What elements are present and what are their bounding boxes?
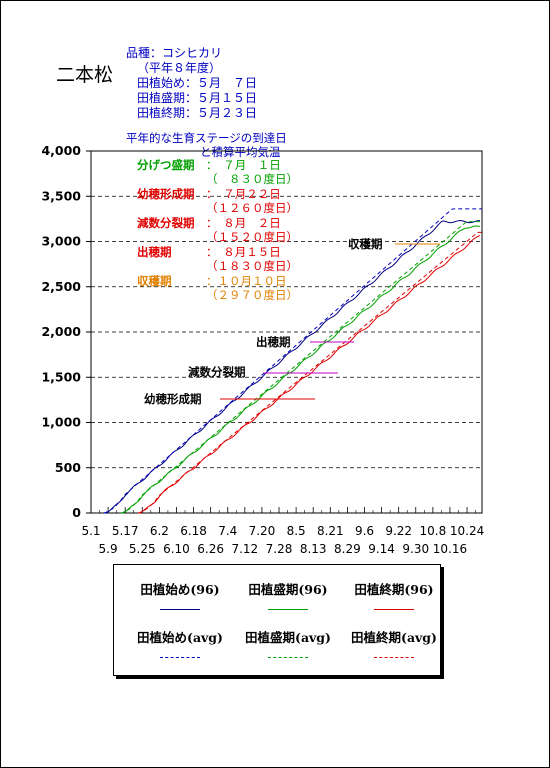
- stage-degree-days: （１５２０度日）: [206, 230, 298, 244]
- series-line: [103, 208, 482, 514]
- y-tick-label: 2,500: [41, 279, 81, 294]
- x-tick-label: 8.5: [287, 524, 306, 538]
- legend-label: 田植終期(avg): [351, 630, 437, 645]
- y-tick-label: 3,500: [41, 188, 81, 203]
- stage-degree-days: （ ８３０度日）: [206, 172, 298, 186]
- legend-label: 田植終期(96): [354, 582, 434, 597]
- x-tick-label: 7.28: [266, 542, 293, 556]
- x-tick-label: 8.29: [334, 542, 361, 556]
- x-tick-label: 7.4: [218, 524, 237, 538]
- y-tick-label: 500: [55, 460, 81, 475]
- y-tick-label: 3,000: [41, 234, 81, 249]
- stage-name: 減数分裂期: [137, 216, 195, 230]
- legend-swatch: [160, 609, 200, 610]
- legend-swatch: [374, 609, 414, 610]
- x-tick-label: 9.14: [368, 542, 395, 556]
- legend-swatch: [268, 609, 308, 610]
- x-tick-label: 5.9: [99, 542, 118, 556]
- stage-degree-days: （２９７０度日）: [206, 288, 298, 302]
- planting-peak-label: 田植盛期：５月１５日: [137, 91, 258, 105]
- legend-label: 田植始め(96): [140, 582, 220, 597]
- growth-chart: 0 500 1,000 1,500 2,000 2,500 3,000 3,500 4,000 5…: [41, 143, 484, 556]
- stage-degree-days: （１２６０度日）: [206, 201, 298, 215]
- series-line: [137, 231, 482, 514]
- x-tick-label: 6.2: [150, 524, 169, 538]
- stage-date: ： ８月 ２日: [206, 216, 281, 230]
- stage-date: ： ８月１５日: [206, 245, 281, 259]
- stage-date: ： ７月２２日: [206, 187, 281, 201]
- x-tick-label: 7.20: [249, 524, 276, 538]
- stage-name: 収穫期: [137, 274, 172, 288]
- variety-label: 品種：コシヒカリ: [126, 46, 223, 60]
- legend-swatch: [268, 657, 308, 658]
- x-tick-label: 6.10: [163, 542, 190, 556]
- x-tick-label: 7.12: [231, 542, 258, 556]
- series-line: [138, 235, 481, 514]
- y-tick-label: 1,500: [41, 369, 81, 384]
- series-line: [120, 225, 481, 514]
- y-tick-label: 1,000: [41, 415, 81, 430]
- series-line: [103, 219, 480, 514]
- x-tick-label: 8.21: [317, 524, 344, 538]
- stage-title: 平年的な生育ステージの到達日: [126, 131, 287, 145]
- legend-label: 田植始め(avg): [137, 630, 223, 645]
- legend-swatch: [160, 657, 200, 658]
- stage-date: ：１０月１０日: [206, 274, 287, 288]
- x-tick-label: 6.26: [197, 542, 224, 556]
- x-tick-label: 10.16: [433, 542, 467, 556]
- x-tick-label: 5.25: [129, 542, 156, 556]
- x-tick-label: 9.30: [402, 542, 429, 556]
- annotation-label: 出穂期: [256, 335, 291, 349]
- x-tick-label: 9.22: [385, 524, 412, 538]
- stage-date: ： ７月 １日: [206, 158, 281, 172]
- stage-subtitle: と積算平均気温: [200, 145, 281, 159]
- stage-name: 分げつ盛期: [137, 158, 195, 172]
- x-tick-label: 5.17: [112, 524, 139, 538]
- annotation-label: 収穫期: [348, 237, 383, 251]
- y-tick-label: 2,000: [41, 324, 81, 339]
- x-tick-label: 10.24: [450, 524, 484, 538]
- stage-name: 出穂期: [137, 245, 172, 259]
- legend-swatch: [374, 657, 414, 658]
- x-tick-label: 6.18: [180, 524, 207, 538]
- x-tick-label: 8.13: [300, 542, 327, 556]
- planting-end-label: 田植終期：５月２３日: [137, 106, 258, 120]
- year-label: （平年８年度）: [137, 61, 222, 75]
- planting-start-label: 田植始め：５月 ７日: [137, 76, 258, 90]
- y-tick-label: 4,000: [41, 143, 81, 158]
- location-title: 二本松: [56, 64, 114, 86]
- legend: 田植始め(96) 田植盛期(96) 田植終期(96) 田植始め(avg) 田植盛期(av…: [113, 564, 441, 676]
- legend-label: 田植盛期(avg): [245, 630, 331, 645]
- x-tick-label: 10.8: [419, 524, 446, 538]
- series-line: [120, 221, 482, 514]
- stage-name: 幼穂形成期: [137, 187, 195, 201]
- annotation-label: 減数分裂期: [188, 365, 246, 379]
- stage-degree-days: （１８３０度日）: [206, 259, 298, 273]
- x-tick-label: 9.6: [355, 524, 374, 538]
- y-tick-label: 0: [72, 505, 81, 520]
- legend-label: 田植盛期(96): [248, 582, 328, 597]
- annotation-label: 幼穂形成期: [144, 392, 202, 406]
- x-tick-label: 5.1: [81, 524, 100, 538]
